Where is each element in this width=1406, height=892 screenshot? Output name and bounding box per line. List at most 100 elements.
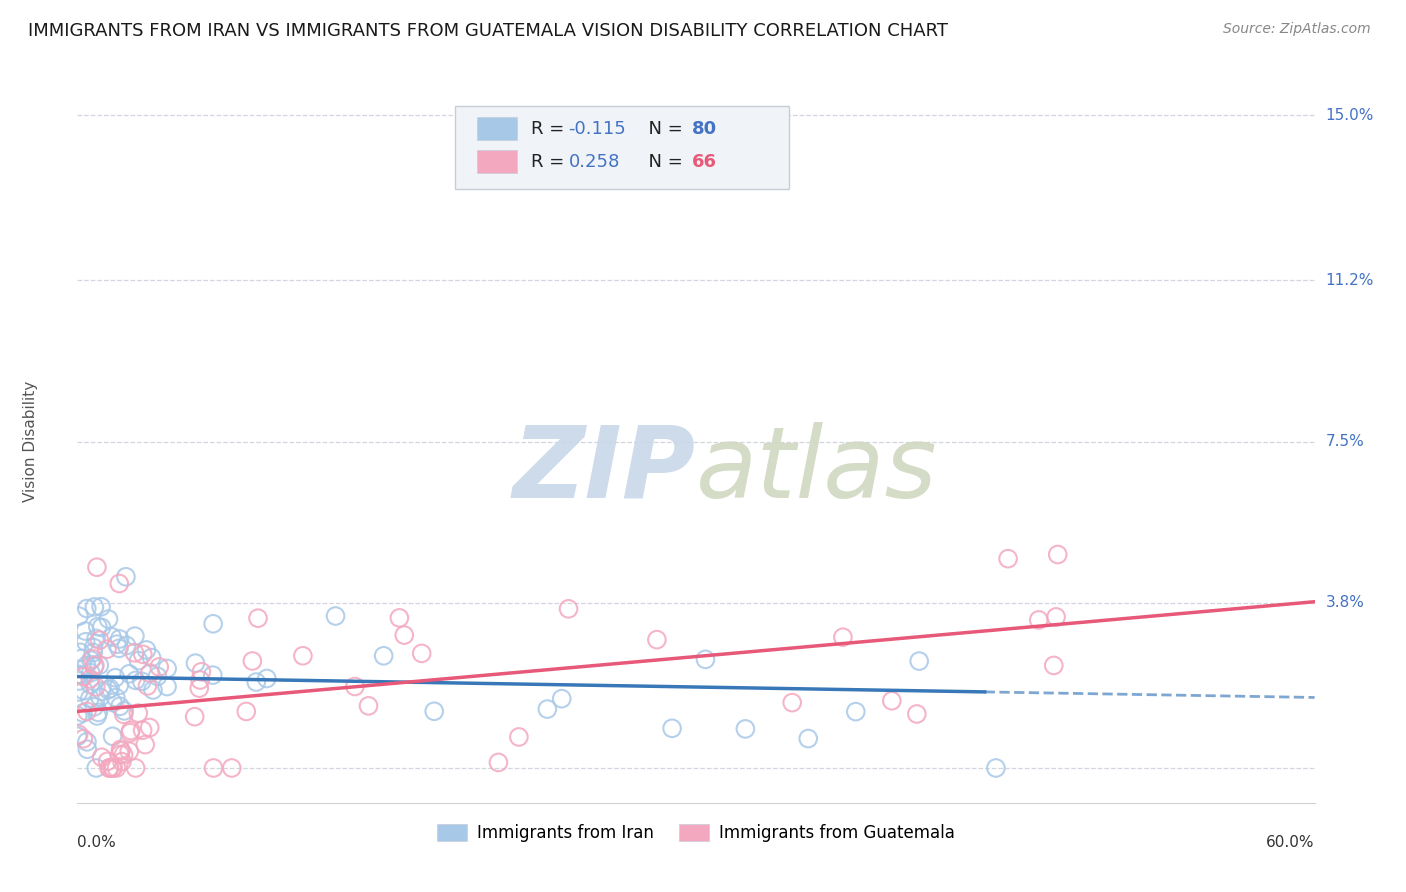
Point — [84, 680, 107, 694]
Point — [411, 646, 433, 660]
Point — [423, 704, 446, 718]
Point — [984, 761, 1007, 775]
Point — [127, 706, 149, 720]
Point — [1028, 613, 1050, 627]
Point — [132, 648, 155, 662]
Text: R =: R = — [531, 153, 571, 171]
Point — [67, 609, 90, 624]
Point — [188, 681, 211, 695]
Point — [82, 646, 104, 660]
Point — [291, 648, 314, 663]
Point — [72, 706, 94, 720]
Point — [101, 761, 124, 775]
Point — [141, 650, 163, 665]
Text: N =: N = — [637, 120, 688, 137]
Point — [76, 705, 98, 719]
Point — [124, 646, 146, 660]
Point — [536, 702, 558, 716]
Point — [101, 630, 124, 644]
Point — [112, 707, 135, 722]
Point — [120, 725, 142, 739]
Point — [142, 683, 165, 698]
Point — [76, 601, 98, 615]
Point — [880, 694, 903, 708]
Point — [97, 612, 120, 626]
Point — [120, 723, 142, 738]
Point — [146, 669, 169, 683]
Point — [86, 709, 108, 723]
Point — [124, 761, 146, 775]
Point — [76, 742, 98, 756]
Point — [83, 659, 105, 673]
Point — [83, 699, 105, 714]
Legend: Immigrants from Iran, Immigrants from Guatemala: Immigrants from Iran, Immigrants from Gu… — [430, 817, 962, 848]
Point — [67, 727, 90, 741]
Point — [90, 599, 112, 614]
Point — [103, 761, 125, 775]
Point — [101, 696, 124, 710]
Point — [908, 654, 931, 668]
FancyBboxPatch shape — [477, 117, 516, 140]
Point — [90, 684, 112, 698]
Text: atlas: atlas — [696, 422, 938, 519]
Point — [108, 641, 131, 656]
Point — [105, 761, 128, 775]
Point — [82, 652, 104, 666]
Point — [551, 691, 574, 706]
FancyBboxPatch shape — [477, 151, 516, 173]
Point — [242, 654, 264, 668]
Point — [394, 628, 416, 642]
Point — [72, 731, 94, 746]
Point — [115, 570, 138, 584]
Point — [76, 735, 98, 749]
Point — [86, 560, 108, 574]
Point — [84, 632, 107, 646]
Text: 3.8%: 3.8% — [1326, 595, 1365, 610]
Text: N =: N = — [637, 153, 688, 171]
Point — [98, 761, 121, 775]
Point — [486, 756, 509, 770]
Point — [695, 652, 717, 666]
Point — [66, 708, 89, 723]
Point — [373, 648, 395, 663]
Point — [124, 629, 146, 643]
Point — [80, 653, 103, 667]
Text: -0.115: -0.115 — [568, 120, 626, 137]
Point — [780, 696, 803, 710]
Point — [73, 683, 96, 698]
Point — [110, 742, 132, 756]
Point — [221, 761, 243, 775]
Point — [67, 685, 90, 699]
Point — [112, 747, 135, 762]
Point — [108, 747, 131, 762]
Point — [90, 750, 112, 764]
Point — [89, 658, 111, 673]
Text: 60.0%: 60.0% — [1267, 835, 1315, 850]
Point — [832, 630, 855, 644]
Point — [83, 658, 105, 673]
Point — [101, 729, 124, 743]
Point — [156, 661, 179, 675]
Point — [388, 611, 411, 625]
FancyBboxPatch shape — [454, 105, 789, 189]
Point — [734, 722, 756, 736]
Text: IMMIGRANTS FROM IRAN VS IMMIGRANTS FROM GUATEMALA VISION DISABILITY CORRELATION : IMMIGRANTS FROM IRAN VS IMMIGRANTS FROM … — [28, 22, 948, 40]
Point — [156, 680, 179, 694]
Point — [73, 670, 96, 684]
Text: 80: 80 — [692, 120, 717, 137]
Point — [905, 706, 928, 721]
Point — [66, 729, 89, 743]
Point — [201, 668, 224, 682]
Point — [98, 761, 121, 775]
Text: 66: 66 — [692, 153, 717, 171]
Point — [124, 673, 146, 688]
Point — [183, 709, 205, 723]
Point — [80, 665, 103, 680]
Text: 11.2%: 11.2% — [1326, 273, 1374, 288]
Point — [83, 599, 105, 614]
Point — [202, 616, 225, 631]
Point — [115, 639, 138, 653]
Point — [90, 620, 112, 634]
Point — [118, 744, 141, 758]
Point — [75, 624, 97, 638]
